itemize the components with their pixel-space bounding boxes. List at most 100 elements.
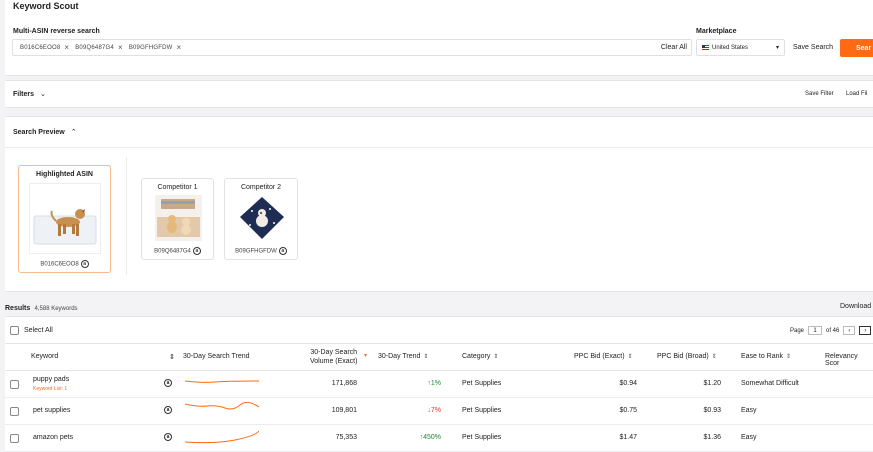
product-image bbox=[238, 195, 286, 241]
category-value: Pet Supplies bbox=[462, 434, 502, 441]
competitor-card[interactable]: Competitor 1 B09Q6487G4 a bbox=[141, 178, 214, 260]
search-label: Multi-ASIN reverse search bbox=[13, 28, 100, 35]
category-value: Pet Supplies bbox=[462, 380, 502, 387]
table-header: Keyword ⇕ 30-Day Search Trend 30-Day Sea… bbox=[5, 344, 873, 371]
volume-value: 171,868 bbox=[331, 380, 357, 387]
close-icon[interactable]: × bbox=[64, 43, 70, 52]
col-volume[interactable]: 30-Day Search Volume (Exact) bbox=[310, 348, 357, 366]
amazon-icon[interactable]: a bbox=[192, 247, 201, 255]
table-row[interactable]: pet supplies a 109,801 ↓7% Pet Supplies … bbox=[5, 398, 873, 425]
ppc-broad-value: $0.93 bbox=[703, 407, 721, 414]
product-image bbox=[155, 195, 202, 241]
asin-label: B016C6EOO8 bbox=[40, 261, 79, 268]
header-panel: Keyword Scout Multi-ASIN reverse search … bbox=[5, 0, 873, 76]
category-value: Pet Supplies bbox=[462, 407, 502, 414]
amazon-icon[interactable]: a bbox=[164, 433, 172, 441]
search-button[interactable]: Sear bbox=[840, 39, 873, 57]
highlighted-asin-code: B016C6EOO8 a bbox=[19, 260, 110, 268]
trend-value: ↓7% bbox=[427, 407, 441, 414]
sort-icon: ⇕ bbox=[711, 354, 717, 360]
keyword-text[interactable]: pet supplies bbox=[33, 407, 71, 414]
page-input[interactable]: 1 bbox=[808, 326, 823, 335]
save-search-button[interactable]: Save Search bbox=[793, 44, 834, 51]
col-trend[interactable]: 30-Day Trend ⇕ bbox=[378, 353, 428, 360]
trend-value: ↑450% bbox=[419, 434, 441, 441]
ease-value: Easy bbox=[741, 407, 757, 414]
keyword-list-tag[interactable]: Keyword List: 1 bbox=[33, 386, 68, 392]
col-ppc-exact-label: PPC Bid (Exact) bbox=[574, 353, 625, 360]
preview-panel: Search Preview ⌃ Highlighted ASIN B016C6… bbox=[5, 116, 873, 292]
keyword-text[interactable]: puppy pads bbox=[33, 376, 70, 383]
table-row[interactable]: puppy pads Keyword List: 1 a 171,868 ↑1%… bbox=[5, 371, 873, 398]
col-category-label: Category bbox=[462, 353, 491, 360]
clear-all-button[interactable]: Clear All bbox=[660, 44, 687, 51]
close-icon[interactable]: × bbox=[176, 43, 182, 52]
chevron-down-icon: ⌄ bbox=[39, 91, 46, 98]
volume-value: 109,801 bbox=[331, 407, 357, 414]
asin-search-input[interactable]: B016C6EOO8 × B09Q6487G4 × B09GFHGFDW × Clea… bbox=[12, 39, 692, 56]
col-ppc-broad-label: PPC Bid (Broad) bbox=[657, 353, 709, 360]
trend-value: ↑1% bbox=[427, 380, 441, 387]
col-ease[interactable]: Ease to Rank ⇕ bbox=[741, 353, 791, 360]
col-trend-chart: 30-Day Search Trend bbox=[183, 353, 250, 360]
marketplace-label: Marketplace bbox=[696, 28, 737, 35]
preview-toggle[interactable]: Search Preview ⌃ bbox=[13, 128, 77, 136]
amazon-icon[interactable]: a bbox=[164, 379, 172, 387]
col-relevancy[interactable]: Relevancy Scor bbox=[825, 353, 858, 367]
col-category[interactable]: Category ⇕ bbox=[462, 353, 498, 360]
amazon-icon[interactable]: a bbox=[164, 406, 172, 414]
trend-sparkline bbox=[185, 402, 259, 410]
next-page-button[interactable]: › bbox=[859, 326, 872, 335]
page-of-label: of 46 bbox=[826, 327, 840, 334]
us-flag-icon bbox=[702, 45, 709, 50]
sort-desc-icon[interactable]: ▾ bbox=[364, 353, 368, 359]
highlighted-asin-card[interactable]: Highlighted ASIN B016C6EOO8 a bbox=[18, 165, 111, 273]
sort-icon: ⇕ bbox=[493, 354, 499, 360]
asin-chip-label: B016C6EOO8 bbox=[20, 44, 61, 51]
asin-label: B09Q6487G4 bbox=[154, 248, 191, 255]
results-label: Results bbox=[5, 305, 31, 312]
volume-value: 75,353 bbox=[335, 434, 357, 441]
marketplace-value: United States bbox=[712, 44, 749, 51]
amazon-icon[interactable]: a bbox=[80, 260, 89, 268]
row-checkbox[interactable] bbox=[10, 407, 19, 416]
pagination: Page 1 of 46 ‹ › bbox=[790, 326, 872, 335]
page-label: Page bbox=[790, 327, 805, 334]
select-all-label: Select All bbox=[24, 327, 53, 334]
row-checkbox[interactable] bbox=[10, 380, 19, 389]
chevron-down-icon: ▾ bbox=[775, 45, 779, 51]
chevron-up-icon: ⌃ bbox=[70, 129, 77, 136]
sort-icon[interactable]: ⇕ bbox=[169, 354, 175, 361]
asin-chip: B09GFHGFDW × bbox=[129, 43, 182, 52]
competitor-title: Competitor 2 bbox=[240, 184, 282, 191]
select-all-bar: Select All Page 1 of 46 ‹ › bbox=[5, 316, 873, 344]
save-filter-button[interactable]: Save Filter bbox=[805, 91, 834, 97]
marketplace-select[interactable]: United States ▾ bbox=[696, 39, 785, 56]
ppc-broad-value: $1.20 bbox=[703, 380, 721, 387]
close-icon[interactable]: × bbox=[117, 43, 123, 52]
competitor-asin-code: B09GFHGFDW a bbox=[225, 247, 297, 255]
download-button[interactable]: Download bbox=[840, 303, 872, 310]
row-checkbox[interactable] bbox=[10, 434, 19, 443]
preview-vertical-divider bbox=[126, 157, 127, 275]
filters-panel: Filters ⌄ Save Filter Load Fil bbox=[5, 80, 873, 108]
col-ppc-broad[interactable]: PPC Bid (Broad) ⇕ bbox=[657, 353, 717, 360]
competitor-card[interactable]: Competitor 2 B09GFHGFDW a bbox=[224, 178, 298, 260]
filters-toggle[interactable]: Filters ⌄ bbox=[13, 90, 46, 98]
load-filter-button[interactable]: Load Fil bbox=[846, 91, 868, 97]
amazon-icon[interactable]: a bbox=[278, 247, 287, 255]
ppc-exact-value: $0.94 bbox=[619, 380, 637, 387]
dogs-on-mat-image bbox=[155, 195, 202, 241]
trend-sparkline bbox=[185, 380, 259, 383]
ppc-exact-value: $1.47 bbox=[619, 434, 637, 441]
table-row[interactable]: amazon pets a 75,353 ↑450% Pet Supplies … bbox=[5, 425, 873, 452]
prev-page-button[interactable]: ‹ bbox=[843, 326, 856, 335]
keyword-text[interactable]: amazon pets bbox=[33, 434, 74, 441]
preview-label: Search Preview bbox=[13, 129, 65, 136]
col-keyword[interactable]: Keyword bbox=[31, 353, 59, 360]
select-all-checkbox[interactable] bbox=[10, 326, 19, 335]
asin-chip-label: B09GFHGFDW bbox=[128, 44, 173, 51]
dog-on-pad-image bbox=[33, 209, 97, 245]
sort-icon: ⇕ bbox=[786, 354, 792, 360]
col-ppc-exact[interactable]: PPC Bid (Exact) ⇕ bbox=[574, 353, 633, 360]
